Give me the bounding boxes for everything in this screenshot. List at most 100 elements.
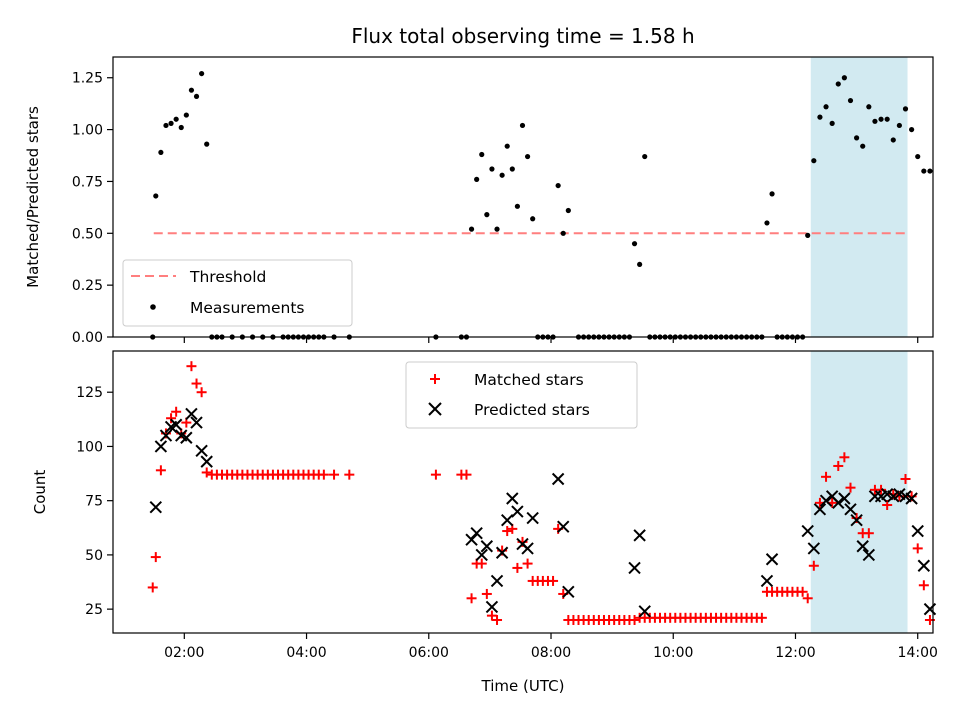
matched-stars-point xyxy=(797,586,808,597)
top-ytick-label: 0.75 xyxy=(72,174,103,190)
matched-stars-point xyxy=(845,482,856,493)
predicted-stars-point xyxy=(506,492,519,505)
bottom-y-axis-label: Count xyxy=(31,470,49,515)
measurement-point xyxy=(163,122,169,129)
predicted-stars-point xyxy=(562,585,575,598)
matched-stars-point xyxy=(476,558,487,569)
bottom-xtick-label: 08:00 xyxy=(531,645,571,661)
bottom-xtick-label: 04:00 xyxy=(286,645,326,661)
measurement-point xyxy=(902,106,909,112)
legend-threshold-label: Threshold xyxy=(189,268,266,286)
matched-stars-point xyxy=(882,500,893,511)
matched-stars-point xyxy=(171,406,182,417)
predicted-stars-point xyxy=(190,416,203,429)
x-axis-label: Time (UTC) xyxy=(481,677,565,695)
matched-stars-point xyxy=(492,614,503,625)
matched-stars-point xyxy=(150,552,161,563)
predicted-stars-point xyxy=(765,553,779,566)
bottom-ytick-label: 75 xyxy=(85,494,103,510)
predicted-stars-point xyxy=(180,431,193,444)
predicted-stars-point xyxy=(813,503,827,516)
predicted-stars-point xyxy=(807,542,821,555)
top-ytick-label: 0.25 xyxy=(72,278,103,294)
predicted-stars-point xyxy=(169,418,183,431)
matched-stars-point xyxy=(808,560,819,571)
bottom-legend: Matched stars Predicted stars xyxy=(405,361,638,429)
highlight-span-top xyxy=(810,57,908,337)
measurement-point xyxy=(835,81,841,87)
measurement-point xyxy=(817,114,823,120)
predicted-stars-point xyxy=(801,524,814,538)
measurement-point xyxy=(530,216,536,222)
measurement-point xyxy=(860,143,866,149)
matched-stars-point xyxy=(548,575,559,586)
predicted-stars-point xyxy=(195,444,208,457)
matched-stars-point xyxy=(833,460,844,471)
measurement-point xyxy=(915,153,921,160)
legend-predicted-swatch xyxy=(428,402,442,416)
predicted-stars-point xyxy=(638,605,651,618)
predicted-stars-point xyxy=(495,546,509,559)
measurement-point xyxy=(514,203,520,209)
measurement-point xyxy=(769,191,775,197)
predicted-stars-point xyxy=(628,561,641,575)
measurement-point xyxy=(841,75,847,81)
measurement-point xyxy=(474,176,480,182)
predicted-stars-point xyxy=(923,602,937,616)
matched-stars-point xyxy=(201,467,212,478)
matched-stars-point xyxy=(522,558,533,569)
measurement-point xyxy=(494,226,500,232)
predicted-stars-point xyxy=(480,540,494,553)
predicted-stars-point xyxy=(511,505,524,518)
matched-stars-point xyxy=(191,378,202,389)
matched-stars-point xyxy=(900,473,911,484)
top-ytick-label: 0.50 xyxy=(72,226,103,242)
predicted-stars-point xyxy=(200,455,213,468)
matched-stars-point xyxy=(481,588,492,599)
measurement-point xyxy=(519,122,526,129)
predicted-stars-point xyxy=(557,520,570,533)
measurement-point xyxy=(896,122,902,129)
measurement-point xyxy=(854,135,860,141)
measurement-point xyxy=(847,97,854,104)
predicted-stars-point xyxy=(760,574,774,588)
measurement-point xyxy=(637,261,643,268)
measurement-point xyxy=(878,116,884,122)
bottom-ytick-label: 125 xyxy=(76,385,103,401)
legend-matched-label: Matched stars xyxy=(474,371,584,389)
measurement-point xyxy=(631,241,638,247)
bottom-ytick-label: 50 xyxy=(85,548,103,564)
matched-stars-point xyxy=(876,484,887,495)
measurement-point xyxy=(560,230,566,236)
measurement-point xyxy=(489,166,495,172)
measurement-point xyxy=(168,120,174,126)
predicted-stars-point xyxy=(551,472,565,486)
matched-stars-point xyxy=(430,469,441,480)
measurement-point xyxy=(504,143,510,149)
predicted-stars-point xyxy=(475,548,488,562)
predicted-stars-point xyxy=(501,513,514,527)
measurement-point xyxy=(178,124,184,131)
matched-stars-point xyxy=(147,582,158,593)
predicted-stars-point xyxy=(521,542,534,555)
measurement-point xyxy=(872,118,878,124)
matched-stars-point xyxy=(863,528,874,539)
measurement-point xyxy=(158,149,164,156)
measurement-point xyxy=(484,212,490,218)
measurement-point xyxy=(555,182,561,189)
matched-stars-point xyxy=(196,387,207,398)
matched-stars-point xyxy=(344,469,355,480)
matched-stars-point xyxy=(839,452,850,463)
matched-stars-point xyxy=(155,465,166,476)
predicted-stars-point xyxy=(862,548,876,562)
predicted-stars-point xyxy=(819,494,833,507)
bottom-ytick-label: 100 xyxy=(76,439,103,455)
top-legend-box xyxy=(122,259,353,327)
bottom-xtick-label: 12:00 xyxy=(775,645,815,661)
measurement-point xyxy=(188,87,195,93)
top-panel-ratio: 0.00 0.25 0.50 0.75 1.00 1.25 Matched/Predict… xyxy=(24,56,934,346)
measurement-point xyxy=(866,104,872,110)
measurement-point xyxy=(468,226,475,232)
measurement-point xyxy=(153,193,159,199)
